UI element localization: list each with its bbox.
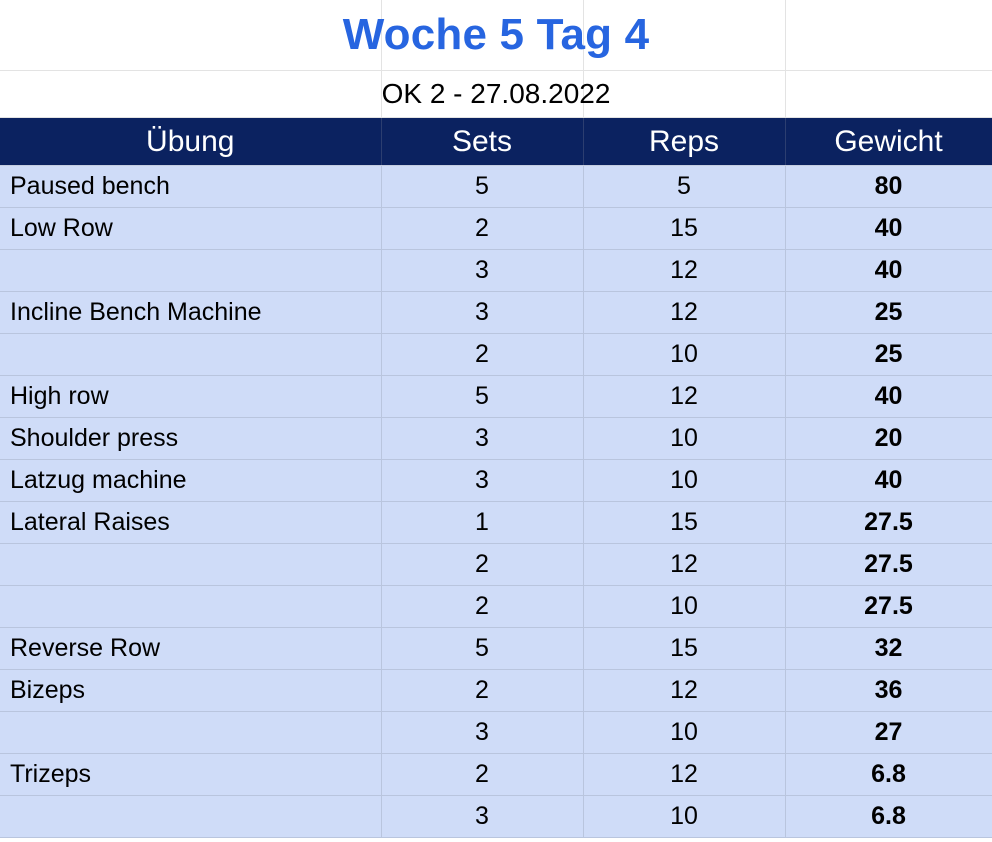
reps-cell[interactable]: 10 <box>583 585 786 628</box>
exercise-cell[interactable] <box>0 585 382 628</box>
exercise-cell[interactable]: Low Row <box>0 207 382 250</box>
exercise-cell[interactable] <box>0 543 382 586</box>
sets-cell[interactable]: 2 <box>381 669 584 712</box>
exercise-cell[interactable]: Lateral Raises <box>0 501 382 544</box>
reps-cell[interactable]: 12 <box>583 669 786 712</box>
sets-cell[interactable]: 2 <box>381 543 584 586</box>
reps-cell[interactable]: 12 <box>583 753 786 796</box>
header-reps[interactable]: Reps <box>583 118 786 166</box>
subtitle-cell[interactable]: OK 2 - 27.08.2022 <box>0 71 992 118</box>
sets-cell[interactable]: 5 <box>381 627 584 670</box>
table-row: Shoulder press 3 10 20 <box>0 417 992 460</box>
workout-table: Übung Sets Reps Gewicht Paused bench 5 5 80… <box>0 118 992 838</box>
table-row: 3 12 40 <box>0 249 992 292</box>
reps-cell[interactable]: 12 <box>583 291 786 334</box>
sets-cell[interactable]: 2 <box>381 207 584 250</box>
reps-cell[interactable]: 10 <box>583 795 786 838</box>
gridline <box>583 0 584 117</box>
header-row: Übung Sets Reps Gewicht <box>0 118 992 166</box>
title-cell[interactable]: Woche 5 Tag 4 <box>0 0 992 71</box>
page-title: Woche 5 Tag 4 <box>342 10 650 59</box>
reps-cell[interactable]: 15 <box>583 627 786 670</box>
weight-cell[interactable]: 20 <box>785 417 992 460</box>
weight-cell[interactable]: 36 <box>785 669 992 712</box>
table-row: Paused bench 5 5 80 <box>0 165 992 208</box>
exercise-cell[interactable]: Shoulder press <box>0 417 382 460</box>
table-row: 3 10 6.8 <box>0 795 992 838</box>
weight-cell[interactable]: 6.8 <box>785 753 992 796</box>
reps-cell[interactable]: 10 <box>583 417 786 460</box>
exercise-cell[interactable]: Reverse Row <box>0 627 382 670</box>
table-row: High row 5 12 40 <box>0 375 992 418</box>
reps-cell[interactable]: 12 <box>583 543 786 586</box>
table-row: 2 10 25 <box>0 333 992 376</box>
sets-cell[interactable]: 3 <box>381 417 584 460</box>
header-sets[interactable]: Sets <box>381 118 584 166</box>
table-row: Latzug machine 3 10 40 <box>0 459 992 502</box>
exercise-cell[interactable]: Trizeps <box>0 753 382 796</box>
weight-cell[interactable]: 27 <box>785 711 992 754</box>
sets-cell[interactable]: 3 <box>381 459 584 502</box>
table-row: Reverse Row 5 15 32 <box>0 627 992 670</box>
weight-cell[interactable]: 27.5 <box>785 543 992 586</box>
reps-cell[interactable]: 15 <box>583 207 786 250</box>
weight-cell[interactable]: 40 <box>785 459 992 502</box>
exercise-cell[interactable]: Latzug machine <box>0 459 382 502</box>
table-row: Incline Bench Machine 3 12 25 <box>0 291 992 334</box>
exercise-cell[interactable] <box>0 711 382 754</box>
sets-cell[interactable]: 2 <box>381 753 584 796</box>
table-row: Lateral Raises 1 15 27.5 <box>0 501 992 544</box>
table-row: Low Row 2 15 40 <box>0 207 992 250</box>
exercise-cell[interactable] <box>0 333 382 376</box>
weight-cell[interactable]: 80 <box>785 165 992 208</box>
weight-cell[interactable]: 27.5 <box>785 585 992 628</box>
weight-cell[interactable]: 27.5 <box>785 501 992 544</box>
sets-cell[interactable]: 1 <box>381 501 584 544</box>
table-row: 2 12 27.5 <box>0 543 992 586</box>
gridline <box>785 0 786 117</box>
weight-cell[interactable]: 40 <box>785 249 992 292</box>
weight-cell[interactable]: 6.8 <box>785 795 992 838</box>
reps-cell[interactable]: 12 <box>583 249 786 292</box>
sets-cell[interactable]: 3 <box>381 795 584 838</box>
weight-cell[interactable]: 40 <box>785 375 992 418</box>
sets-cell[interactable]: 2 <box>381 585 584 628</box>
reps-cell[interactable]: 10 <box>583 459 786 502</box>
exercise-cell[interactable] <box>0 795 382 838</box>
exercise-cell[interactable]: High row <box>0 375 382 418</box>
sets-cell[interactable]: 3 <box>381 711 584 754</box>
sets-cell[interactable]: 3 <box>381 249 584 292</box>
table-row: Bizeps 2 12 36 <box>0 669 992 712</box>
exercise-cell[interactable]: Paused bench <box>0 165 382 208</box>
header-weight[interactable]: Gewicht <box>785 118 992 166</box>
table-row: 2 10 27.5 <box>0 585 992 628</box>
reps-cell[interactable]: 10 <box>583 711 786 754</box>
weight-cell[interactable]: 25 <box>785 333 992 376</box>
gridline <box>381 0 382 117</box>
sets-cell[interactable]: 3 <box>381 291 584 334</box>
weight-cell[interactable]: 32 <box>785 627 992 670</box>
table-row: 3 10 27 <box>0 711 992 754</box>
reps-cell[interactable]: 10 <box>583 333 786 376</box>
exercise-cell[interactable]: Bizeps <box>0 669 382 712</box>
reps-cell[interactable]: 12 <box>583 375 786 418</box>
sets-cell[interactable]: 5 <box>381 375 584 418</box>
sets-cell[interactable]: 2 <box>381 333 584 376</box>
reps-cell[interactable]: 15 <box>583 501 786 544</box>
reps-cell[interactable]: 5 <box>583 165 786 208</box>
weight-cell[interactable]: 40 <box>785 207 992 250</box>
page-subtitle: OK 2 - 27.08.2022 <box>381 78 611 109</box>
header-exercise[interactable]: Übung <box>0 118 382 166</box>
table-row: Trizeps 2 12 6.8 <box>0 753 992 796</box>
exercise-cell[interactable]: Incline Bench Machine <box>0 291 382 334</box>
sets-cell[interactable]: 5 <box>381 165 584 208</box>
exercise-cell[interactable] <box>0 249 382 292</box>
weight-cell[interactable]: 25 <box>785 291 992 334</box>
